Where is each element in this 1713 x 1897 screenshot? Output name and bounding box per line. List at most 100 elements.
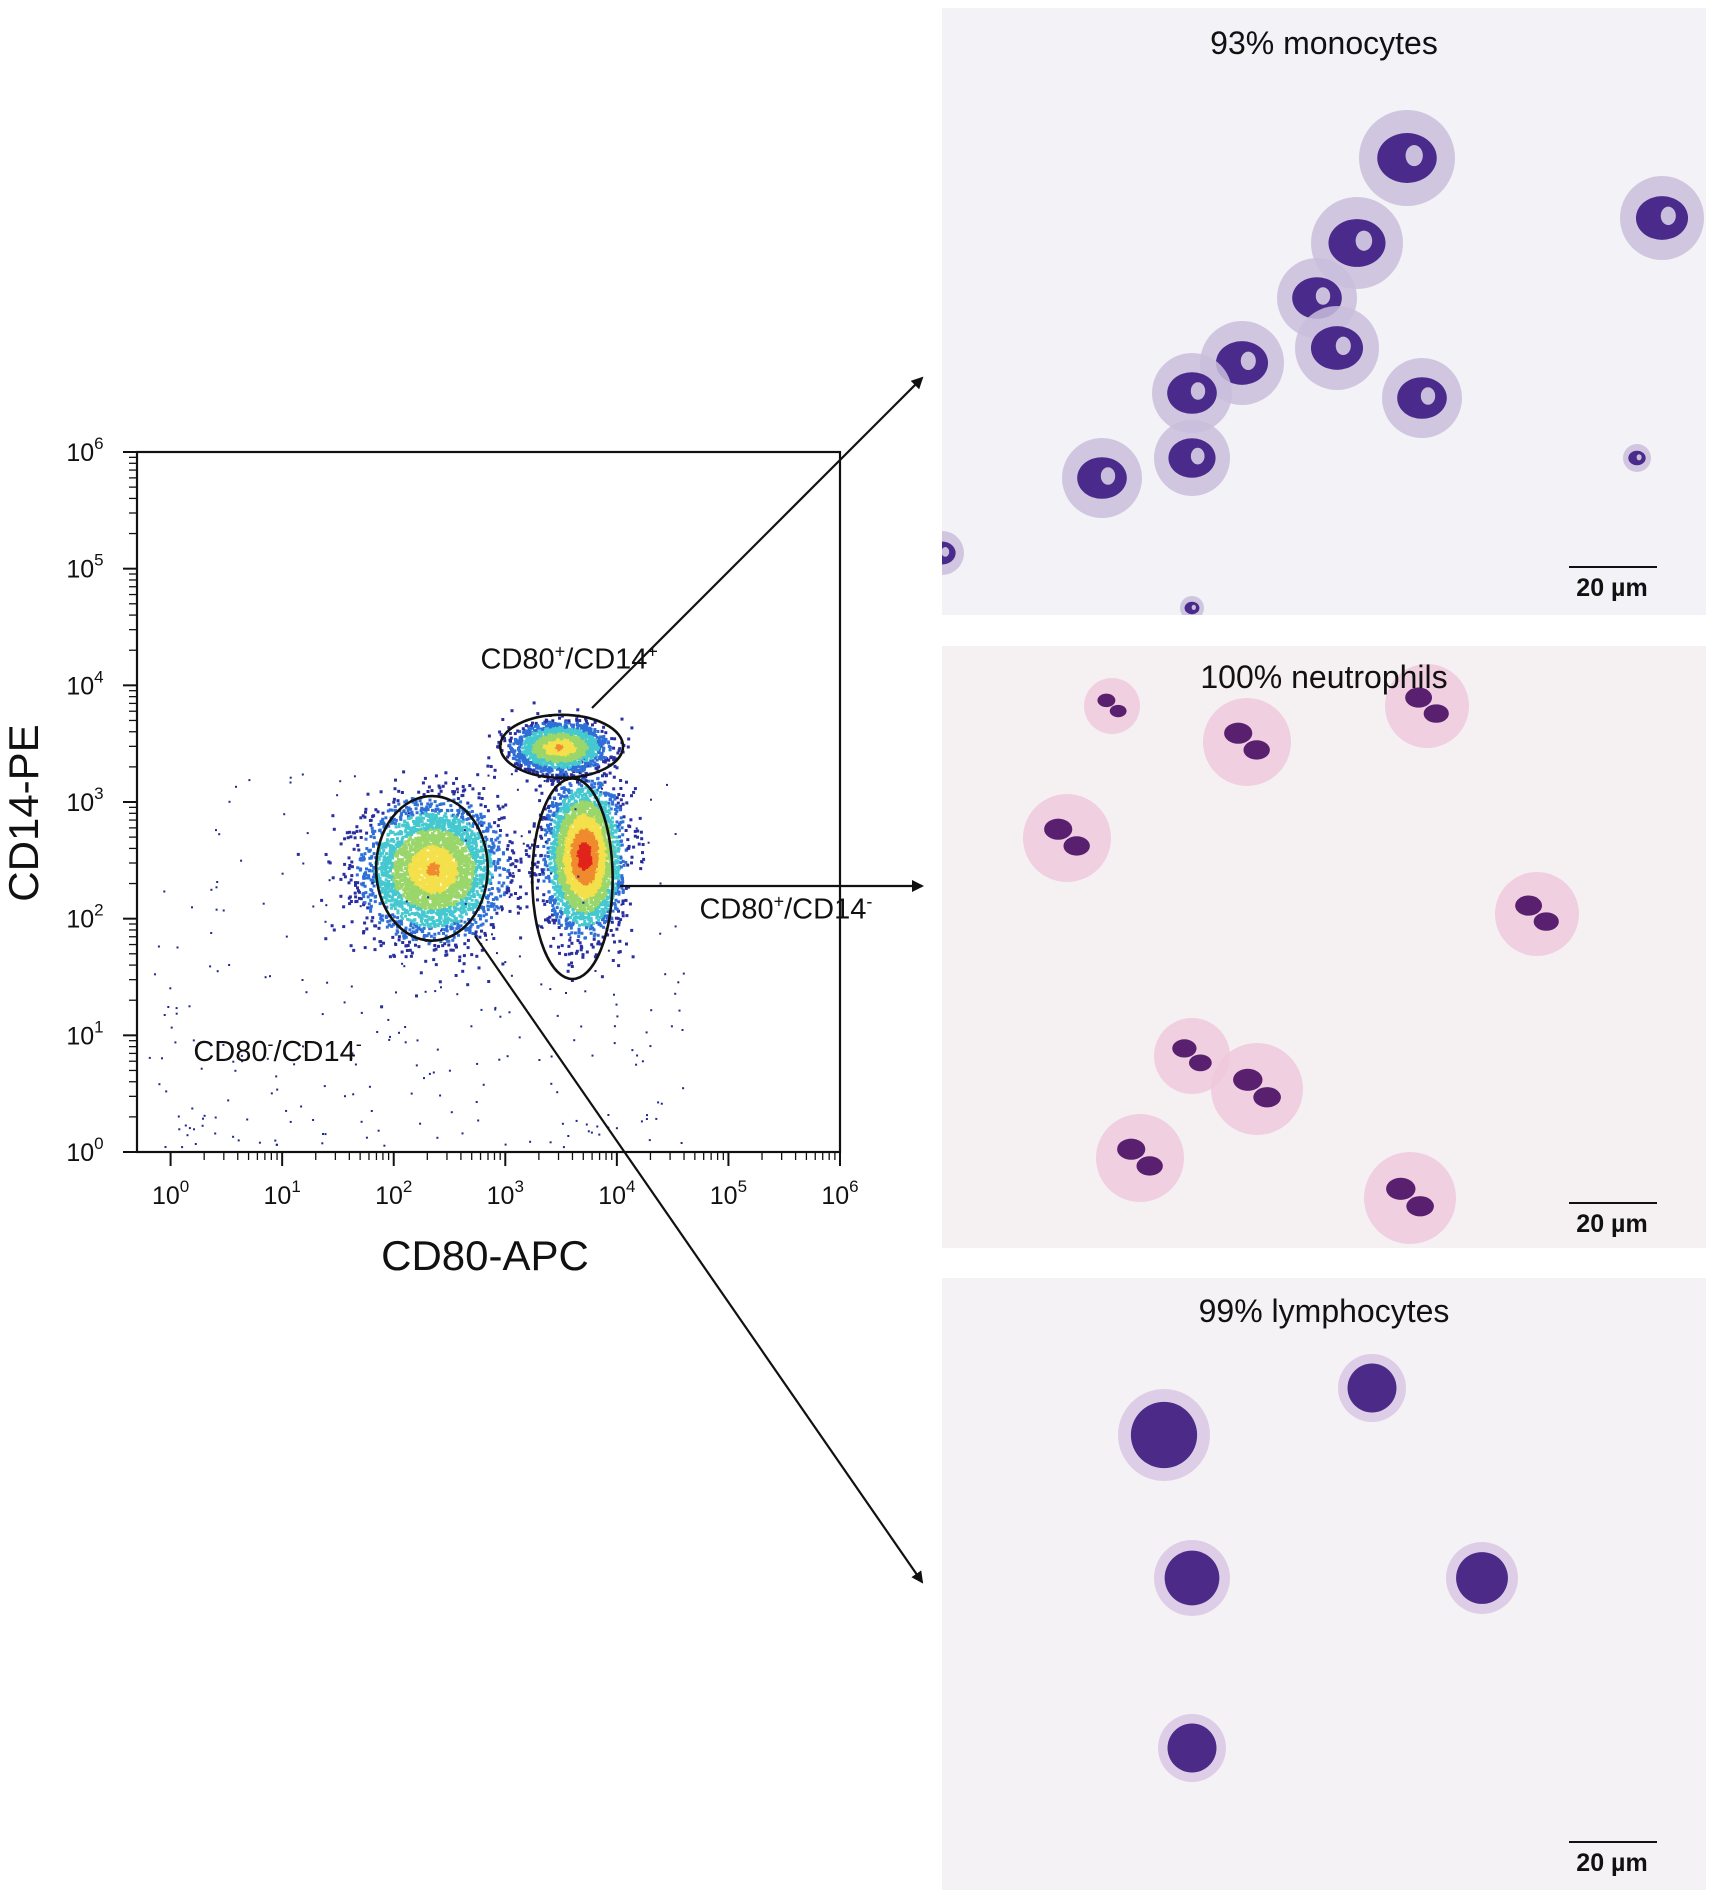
density-point xyxy=(396,911,400,915)
density-point xyxy=(478,861,482,865)
density-point xyxy=(571,893,574,897)
density-point xyxy=(412,859,416,863)
density-point xyxy=(437,784,441,788)
density-point xyxy=(617,879,621,883)
density-point xyxy=(426,862,430,866)
density-point xyxy=(354,895,358,899)
density-point xyxy=(519,857,523,861)
density-point xyxy=(468,847,471,850)
density-point xyxy=(354,883,357,887)
density-point xyxy=(451,856,455,860)
density-point xyxy=(422,856,426,860)
density-point xyxy=(449,872,453,876)
density-point xyxy=(495,905,499,909)
density-point xyxy=(402,934,406,938)
density-point xyxy=(392,800,396,804)
density-point xyxy=(462,902,465,906)
density-point xyxy=(473,851,477,854)
density-point xyxy=(469,906,473,910)
density-point xyxy=(473,932,477,936)
density-point xyxy=(551,834,555,838)
density-point xyxy=(434,807,438,811)
density-point xyxy=(386,833,390,837)
density-point xyxy=(463,942,467,946)
density-point xyxy=(462,894,465,898)
density-point xyxy=(617,892,621,896)
density-point xyxy=(397,876,401,880)
density-point xyxy=(495,911,499,915)
density-point xyxy=(436,888,440,892)
density-point xyxy=(425,880,428,884)
density-point xyxy=(357,890,361,894)
density-point xyxy=(474,899,478,902)
density-point xyxy=(350,920,354,924)
density-point xyxy=(408,940,411,944)
density-point xyxy=(462,832,466,836)
density-point xyxy=(382,825,386,829)
density-point xyxy=(487,844,491,848)
density-point xyxy=(490,846,494,849)
density-point xyxy=(372,852,376,856)
density-point xyxy=(468,891,472,894)
density-point xyxy=(419,819,423,822)
density-point xyxy=(446,799,450,803)
density-point xyxy=(618,950,622,954)
density-point xyxy=(607,758,611,762)
density-point xyxy=(418,882,421,886)
density-point xyxy=(422,807,426,811)
density-point xyxy=(495,897,499,901)
density-point xyxy=(444,830,448,834)
density-point xyxy=(397,864,401,868)
density-point xyxy=(379,915,383,919)
density-point xyxy=(356,881,360,885)
density-point xyxy=(488,859,492,863)
density-point xyxy=(454,870,458,874)
density-point xyxy=(385,840,389,844)
density-point xyxy=(478,894,482,898)
density-point xyxy=(508,873,512,877)
density-point xyxy=(506,859,510,862)
density-point xyxy=(442,900,446,903)
density-point xyxy=(331,876,335,880)
density-point xyxy=(437,840,441,844)
density-point xyxy=(439,789,443,793)
density-point xyxy=(445,893,449,897)
density-point xyxy=(410,889,414,893)
density-point xyxy=(401,853,405,857)
density-point xyxy=(385,866,389,870)
density-point xyxy=(492,937,496,940)
density-point xyxy=(531,843,534,847)
density-point xyxy=(524,892,528,896)
density-point xyxy=(388,858,392,862)
density-point xyxy=(452,915,456,919)
density-point xyxy=(434,827,438,831)
density-point xyxy=(424,833,428,836)
density-point xyxy=(475,874,479,878)
density-point xyxy=(398,858,402,862)
density-point xyxy=(491,841,495,845)
density-point xyxy=(365,831,369,835)
density-point xyxy=(619,804,623,808)
density-point xyxy=(525,779,529,783)
density-point xyxy=(463,909,467,913)
density-point xyxy=(442,868,446,872)
density-point xyxy=(383,863,387,867)
density-point xyxy=(427,855,431,859)
density-point xyxy=(405,821,409,825)
density-point xyxy=(382,821,386,825)
density-point xyxy=(606,919,610,923)
density-point xyxy=(479,880,483,884)
density-point xyxy=(621,880,625,884)
density-point xyxy=(399,883,403,887)
density-point xyxy=(476,865,480,869)
density-point xyxy=(481,853,485,857)
density-point xyxy=(465,928,469,932)
density-point xyxy=(413,871,417,875)
density-point xyxy=(596,909,599,913)
density-point xyxy=(611,802,615,806)
density-point xyxy=(484,912,488,916)
density-point xyxy=(444,812,448,816)
density-point xyxy=(360,853,364,857)
density-point xyxy=(474,837,478,841)
density-point xyxy=(420,919,423,923)
